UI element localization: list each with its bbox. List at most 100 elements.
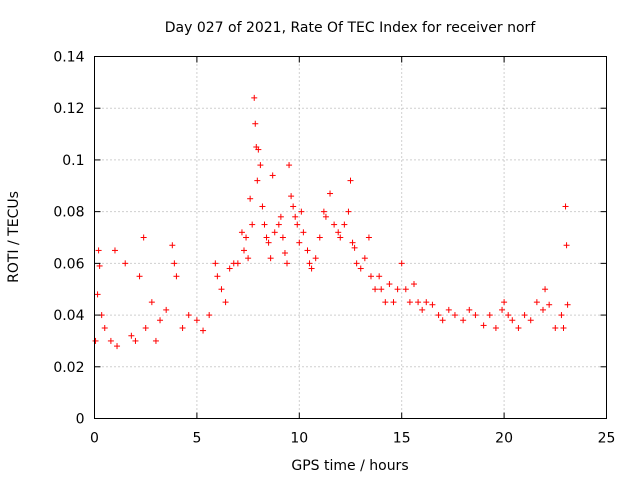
x-tick-label: 15 — [393, 431, 411, 447]
data-point — [107, 337, 114, 344]
data-point — [357, 265, 364, 272]
data-point — [179, 325, 186, 331]
data-point — [563, 242, 570, 249]
data-point — [94, 291, 101, 298]
data-point — [111, 247, 118, 254]
data-point — [331, 221, 338, 228]
data-point — [101, 325, 108, 331]
data-point — [349, 239, 356, 246]
plot-frame — [94, 56, 607, 419]
data-point — [292, 213, 299, 220]
data-point — [152, 337, 159, 344]
data-point — [406, 299, 413, 306]
data-point — [238, 229, 245, 236]
data-point — [261, 221, 268, 228]
data-point — [312, 255, 319, 262]
data-point — [300, 229, 307, 236]
data-point — [341, 221, 348, 228]
data-point — [486, 312, 493, 319]
data-point — [390, 299, 397, 306]
data-point — [269, 172, 276, 179]
data-point — [247, 195, 254, 202]
data-point — [254, 177, 261, 184]
data-point — [222, 299, 229, 306]
data-point — [509, 317, 516, 324]
x-tick-label: 0 — [90, 431, 99, 447]
y-tick-labels: 0 0.02 0.04 0.06 0.08 0.1 0.12 0.14 — [53, 50, 84, 428]
grid-lines — [94, 56, 607, 419]
data-point — [132, 337, 139, 344]
data-point — [365, 234, 372, 241]
data-point — [460, 317, 467, 324]
data-point — [136, 273, 143, 280]
data-point — [378, 286, 385, 293]
data-point — [142, 325, 149, 331]
y-tick-label: 0.04 — [53, 308, 84, 324]
data-point — [275, 221, 282, 228]
data-point — [296, 239, 303, 246]
data-point — [245, 255, 252, 262]
data-point — [214, 273, 221, 280]
data-point — [263, 234, 270, 241]
data-point — [402, 286, 409, 293]
data-point — [499, 306, 506, 313]
data-point — [351, 244, 358, 251]
data-point — [423, 299, 430, 306]
data-point — [206, 312, 213, 319]
data-point — [140, 234, 147, 241]
data-point — [259, 203, 266, 210]
data-point — [92, 337, 99, 344]
data-point — [277, 213, 284, 220]
y-axis-title: ROTI / TECUs — [6, 191, 22, 283]
data-point — [171, 260, 178, 267]
y-tick-label: 0.1 — [62, 153, 84, 169]
data-point — [241, 247, 248, 254]
y-tick-label: 0.02 — [53, 360, 84, 376]
data-point — [243, 234, 250, 241]
data-point — [288, 193, 295, 200]
data-point — [527, 317, 534, 324]
data-point — [546, 301, 553, 308]
data-point — [304, 247, 311, 254]
data-point — [542, 286, 549, 293]
data-point — [290, 203, 297, 210]
data-point — [294, 221, 301, 228]
data-point — [320, 208, 327, 215]
data-point — [122, 260, 129, 267]
data-point — [114, 343, 121, 350]
chart-title: Day 027 of 2021, Rate Of TEC Index for r… — [165, 20, 537, 36]
data-point — [298, 208, 305, 215]
data-point — [451, 312, 458, 319]
data-point — [515, 325, 522, 331]
data-point — [252, 120, 259, 127]
data-point — [284, 260, 291, 267]
y-tick-label: 0.14 — [53, 50, 84, 66]
data-point — [466, 306, 473, 313]
data-point — [96, 262, 103, 269]
data-point — [540, 306, 547, 313]
data-point — [533, 299, 540, 306]
data-point — [173, 273, 180, 280]
x-tick-label: 25 — [598, 431, 616, 447]
data-point — [212, 260, 219, 267]
data-point — [376, 273, 383, 280]
data-point — [249, 221, 256, 228]
data-point — [472, 312, 479, 319]
x-tick-labels: 0 5 10 15 20 25 — [90, 431, 615, 447]
data-point — [226, 265, 233, 272]
data-point — [337, 234, 344, 241]
y-tick-label: 0 — [76, 412, 85, 428]
data-point — [335, 229, 342, 236]
data-point — [361, 255, 368, 262]
data-point — [327, 190, 334, 197]
data-point — [163, 306, 170, 313]
data-point — [234, 260, 241, 267]
y-tick-label: 0.08 — [53, 205, 84, 221]
data-point — [505, 312, 512, 319]
data-point — [521, 312, 528, 319]
data-point — [322, 213, 329, 220]
data-point — [429, 301, 436, 308]
data-point — [271, 229, 278, 236]
data-point — [281, 250, 288, 257]
axis-ticks — [94, 56, 607, 419]
